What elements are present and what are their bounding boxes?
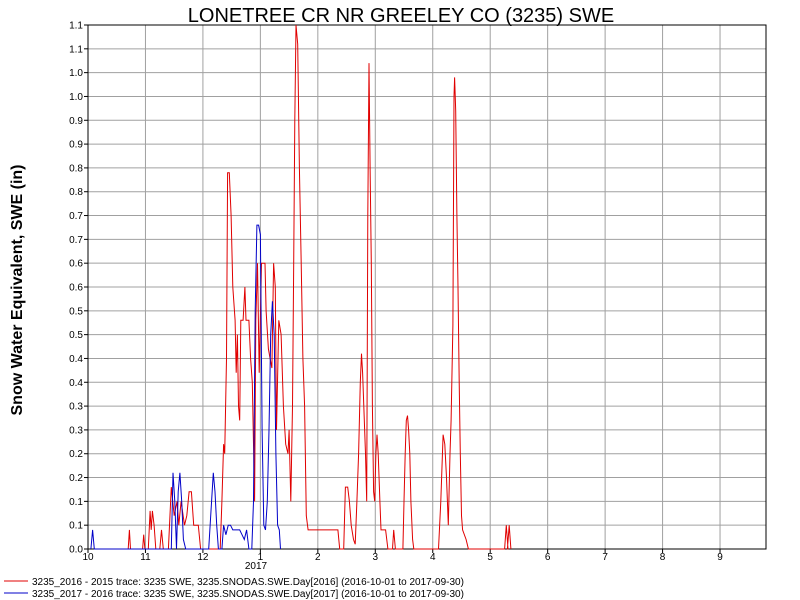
x-tick-label: 3 [373,552,379,563]
y-tick-label: 0.1 [69,521,83,532]
y-tick-label: 0.3 [69,402,83,413]
y-tick-label: 0.7 [69,235,83,246]
y-tick-label: 0.5 [69,330,83,341]
y-tick-label: 0.8 [69,187,83,198]
y-tick-label: 1.0 [69,92,83,103]
y-tick-label: 0.9 [69,116,83,127]
x-tick-label: 11 [140,552,151,563]
x-tick-labels: 10 11 12 1 2 3 4 5 6 7 8 9 [82,549,723,563]
x-tick-label: 5 [487,552,493,563]
y-axis-label: Snow Water Equivalent, SWE (in) [9,165,26,416]
y-tick-label: 0.3 [69,425,83,436]
x-tick-label: 9 [717,552,723,563]
series-line-2017 [90,224,281,550]
year-label: 2017 [245,561,268,572]
x-tick-label: 6 [545,552,551,563]
x-tick-label: 4 [430,552,436,563]
y-tick-label: 0.7 [69,211,83,222]
x-tick-label: 12 [197,552,209,563]
y-tick-label: 0.2 [69,449,83,460]
series-line-2016 [127,24,512,550]
y-tick-label: 0.9 [69,140,83,151]
y-tick-label: 0.5 [69,306,83,317]
x-tick-label: 7 [602,552,608,563]
y-tick-label: 0.4 [69,378,83,389]
y-tick-label: 0.6 [69,283,83,294]
legend-label-2016: 3235_2016 - 2015 trace: 3235 SWE, 3235.S… [32,577,464,588]
y-tick-label: 0.1 [69,497,83,508]
legend-label-2017: 3235_2017 - 2016 trace: 3235 SWE, 3235.S… [32,589,464,600]
series-lines [90,24,512,550]
x-tick-label: 10 [82,552,94,563]
y-tick-label: 0.2 [69,473,83,484]
legend: 3235_2016 - 2015 trace: 3235 SWE, 3235.S… [4,577,464,600]
y-tick-label: 0.4 [69,354,83,365]
grid-lines [88,25,766,549]
y-tick-label: 0.8 [69,163,83,174]
y-tick-labels: 0.0 0.1 0.1 0.2 0.2 0.3 0.3 0.4 0.4 0.5 0.5 0.6 0.6 0… [69,21,88,556]
y-tick-label: 1.1 [69,44,83,55]
y-tick-label: 0.6 [69,259,83,270]
chart-title: LONETREE CR NR GREELEY CO (3235) SWE [188,5,614,27]
x-tick-label: 8 [660,552,666,563]
x-tick-label: 1 [258,552,264,563]
x-tick-label: 2 [315,552,321,563]
y-tick-label: 1.1 [69,21,83,32]
y-tick-label: 1.0 [69,68,83,79]
y-tick-label: 0.0 [69,545,83,556]
